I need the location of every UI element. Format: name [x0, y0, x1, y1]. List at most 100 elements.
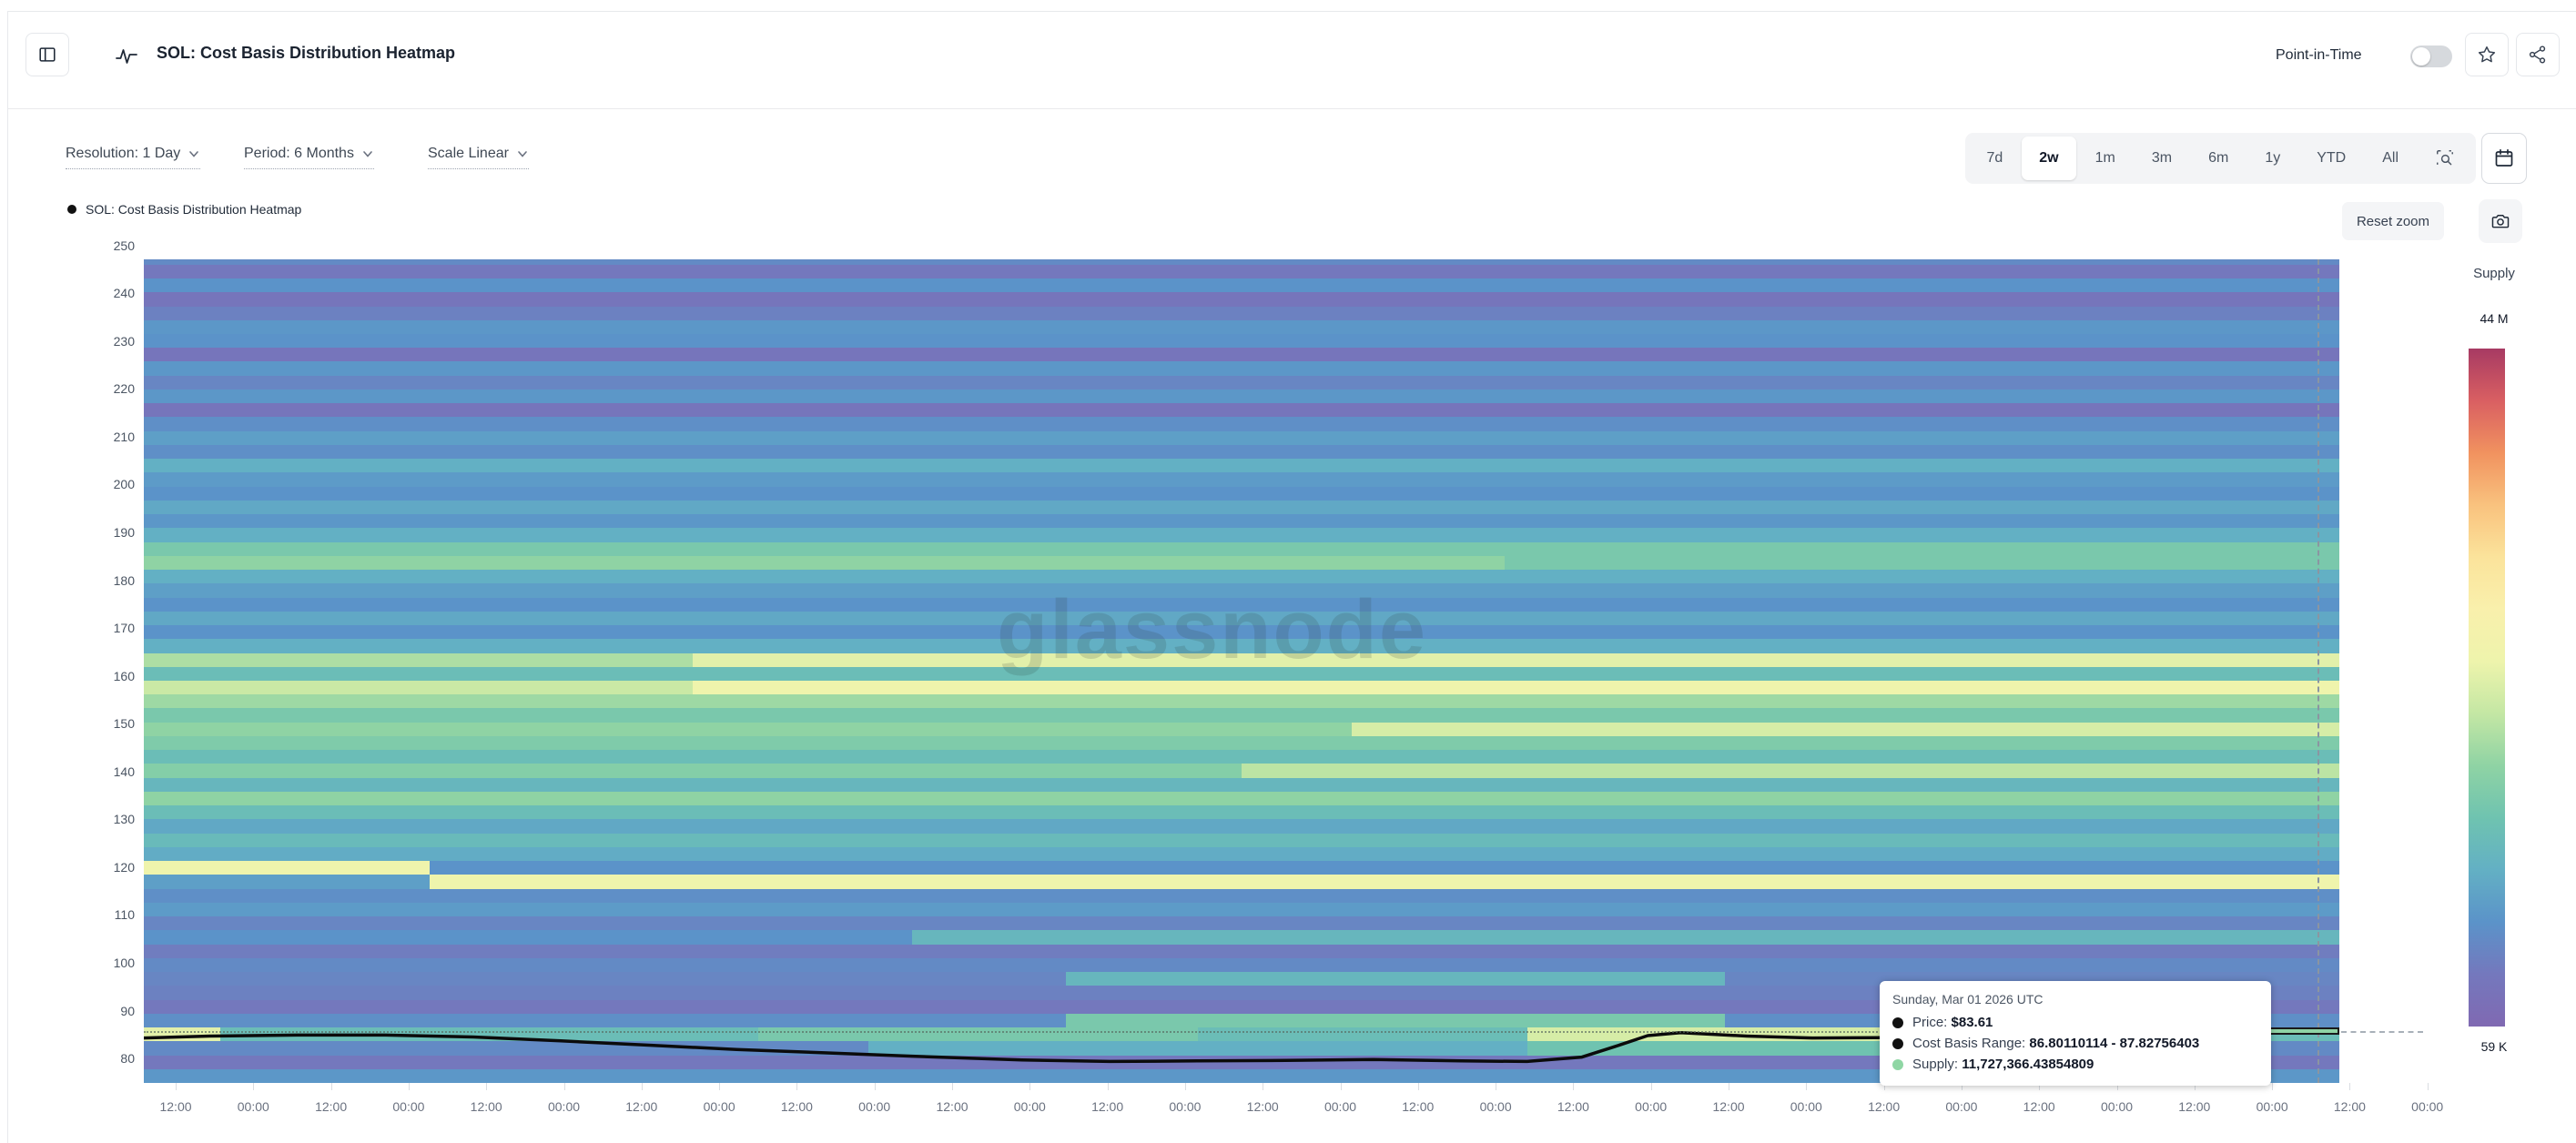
point-in-time-label: Point-in-Time: [2276, 47, 2362, 63]
heatmap-row: [144, 541, 2339, 557]
chevron-down-icon: [518, 151, 527, 157]
cost-basis-dot: [1892, 1037, 1903, 1049]
chevron-down-icon: [189, 151, 199, 157]
toggle-knob: [2412, 47, 2430, 66]
colorbar-title: Supply: [2473, 266, 2515, 281]
x-tick-mark: [2349, 1083, 2351, 1090]
y-tick-label: 110: [114, 907, 135, 923]
zoom-select-button[interactable]: [2418, 137, 2472, 180]
panel-left-icon: [39, 47, 56, 62]
y-axis: 250 240 230 220 210 200 190 180 170 160 150 140 130 1…: [55, 0, 135, 1143]
x-tick-mark: [2194, 1083, 2196, 1090]
x-tick-label: 00:00: [1479, 1099, 1512, 1114]
heatmap-row: [144, 403, 2339, 419]
heatmap-segment: [144, 722, 1352, 737]
range-3m-button[interactable]: 3m: [2135, 137, 2189, 180]
heatmap-segment: [144, 1027, 221, 1042]
range-all-button[interactable]: All: [2365, 137, 2416, 180]
reset-zoom-button[interactable]: Reset zoom: [2342, 202, 2444, 240]
y-tick-label: 90: [120, 1003, 135, 1018]
point-in-time-toggle[interactable]: [2410, 46, 2452, 67]
period-dropdown[interactable]: Period: 6 Months: [244, 146, 374, 169]
heatmap-row: [144, 652, 2339, 668]
scale-dropdown-label: Scale Linear: [428, 146, 509, 161]
x-tick-mark: [1029, 1083, 1031, 1090]
heatmap-row: [144, 888, 2339, 904]
crosshair-vertical: [2317, 259, 2319, 1083]
heatmap-canvas[interactable]: [144, 259, 2339, 1083]
favorite-button[interactable]: [2465, 33, 2509, 76]
x-tick-label: 12:00: [2023, 1099, 2055, 1114]
colorbar-max-label: 44 M: [2480, 311, 2509, 326]
y-tick-label: 100: [113, 955, 135, 970]
heatmap-row: [144, 278, 2339, 293]
sidebar-toggle-button[interactable]: [25, 33, 69, 76]
y-tick-label: 220: [113, 381, 135, 397]
supply-colorbar: [2469, 349, 2505, 1027]
resolution-dropdown[interactable]: Resolution: 1 Day: [66, 146, 201, 169]
header-divider: [8, 108, 2576, 109]
range-1m-button[interactable]: 1m: [2078, 137, 2133, 180]
star-icon: [2478, 46, 2496, 63]
page-title: SOL: Cost Basis Distribution Heatmap: [157, 44, 456, 62]
x-tick-mark: [1806, 1083, 1808, 1090]
x-tick-label: 12:00: [625, 1099, 658, 1114]
series-legend[interactable]: SOL: Cost Basis Distribution Heatmap: [67, 202, 301, 217]
screenshot-button[interactable]: [2479, 199, 2522, 243]
heatmap-row: [144, 1068, 2339, 1083]
x-tick-label: 00:00: [1790, 1099, 1822, 1114]
y-tick-label: 170: [113, 621, 135, 636]
heatmap-row: [144, 722, 2339, 737]
heatmap-segment: [867, 1041, 1527, 1057]
x-tick-label: 00:00: [858, 1099, 891, 1114]
heatmap-row: [144, 681, 2339, 695]
range-2w-button[interactable]: 2w: [2022, 137, 2076, 180]
x-tick-mark: [1573, 1083, 1575, 1090]
price-dot: [1892, 1017, 1903, 1028]
x-tick-label: 12:00: [2178, 1099, 2211, 1114]
y-tick-label: 80: [120, 1051, 135, 1067]
share-button[interactable]: [2516, 33, 2560, 76]
y-tick-label: 180: [113, 572, 135, 588]
range-1y-button[interactable]: 1y: [2247, 137, 2297, 180]
heatmap-row: [144, 348, 2339, 363]
legend-dot: [67, 205, 76, 214]
heatmap-row: [144, 764, 2339, 779]
x-tick-mark: [719, 1083, 721, 1090]
heatmap-row: [144, 430, 2339, 446]
scale-dropdown[interactable]: Scale Linear: [428, 146, 529, 169]
hovered-cell-highlight: [2267, 1027, 2339, 1036]
range-7d-button[interactable]: 7d: [1969, 137, 2020, 180]
x-tick-mark: [1883, 1083, 1885, 1090]
x-tick-mark: [2272, 1083, 2274, 1090]
heatmap-segment: [144, 764, 1242, 779]
x-tick-label: 12:00: [1712, 1099, 1745, 1114]
x-tick-mark: [330, 1083, 332, 1090]
camera-icon: [2491, 215, 2510, 228]
x-tick-mark: [2427, 1083, 2429, 1090]
heatmap-row: [144, 791, 2339, 806]
y-tick-label: 230: [113, 333, 135, 349]
heatmap-row: [144, 597, 2339, 612]
heatmap-row: [144, 361, 2339, 377]
heatmap-row: [144, 944, 2339, 959]
heatmap-row: [144, 389, 2339, 404]
x-tick-label: 12:00: [936, 1099, 969, 1114]
range-ytd-button[interactable]: YTD: [2299, 137, 2363, 180]
heatmap-row: [144, 999, 2339, 1015]
x-tick-label: 00:00: [2100, 1099, 2134, 1114]
crosshair-horizontal: [2341, 1030, 2423, 1033]
range-6m-button[interactable]: 6m: [2191, 137, 2246, 180]
x-tick-label: 00:00: [547, 1099, 581, 1114]
heatmap-row: [144, 639, 2339, 654]
x-tick-mark: [952, 1083, 953, 1090]
y-tick-label: 150: [113, 716, 135, 732]
heatmap-segment: [1505, 555, 2339, 571]
heatmap-row: [144, 694, 2339, 710]
calendar-button[interactable]: [2481, 133, 2527, 184]
supply-dot: [1892, 1058, 1903, 1070]
heatmap-segment: [758, 1027, 1198, 1042]
x-tick-mark: [2116, 1083, 2118, 1090]
heatmap-row: [144, 555, 2339, 571]
y-tick-label: 200: [113, 477, 135, 492]
